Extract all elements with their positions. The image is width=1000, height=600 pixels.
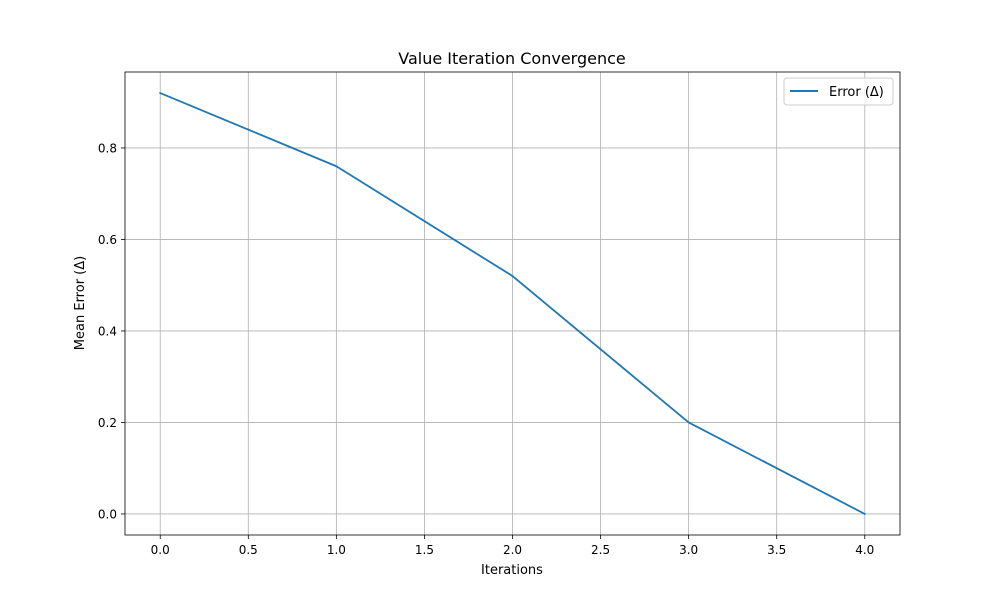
x-tick-label: 2.0 (503, 543, 522, 557)
y-axis-label: Mean Error (Δ) (73, 256, 88, 350)
legend-label: Error (Δ) (829, 85, 884, 100)
x-tick-label: 3.5 (767, 543, 786, 557)
y-tick-label: 0.6 (98, 233, 117, 247)
x-tick-label: 1.0 (327, 543, 346, 557)
x-tick-label: 3.0 (679, 543, 698, 557)
x-tick-label: 4.0 (855, 543, 874, 557)
series-line (159, 91, 866, 516)
x-axis-label: Iterations (481, 563, 543, 578)
y-tick-label: 0.8 (98, 141, 117, 155)
x-tick-label: 0.5 (239, 543, 258, 557)
y-tick-label: 0.0 (98, 507, 117, 521)
grid-layer (125, 72, 900, 535)
legend: Error (Δ) (783, 77, 894, 106)
chart-title: Value Iteration Convergence (398, 49, 625, 68)
tick-layer: 0.0 0.5 1.0 1.5 2.0 2.5 3.0 3.5 4.0 0.0 0.2 0.4 0.6 0… (98, 141, 874, 557)
y-tick-label: 0.2 (98, 416, 117, 430)
series-layer (159, 91, 866, 516)
x-tick-label: 1.5 (415, 543, 434, 557)
x-tick-label: 0.0 (151, 543, 170, 557)
x-tick-label: 2.5 (591, 543, 610, 557)
legend-box (783, 77, 894, 106)
y-tick-label: 0.4 (98, 324, 117, 338)
